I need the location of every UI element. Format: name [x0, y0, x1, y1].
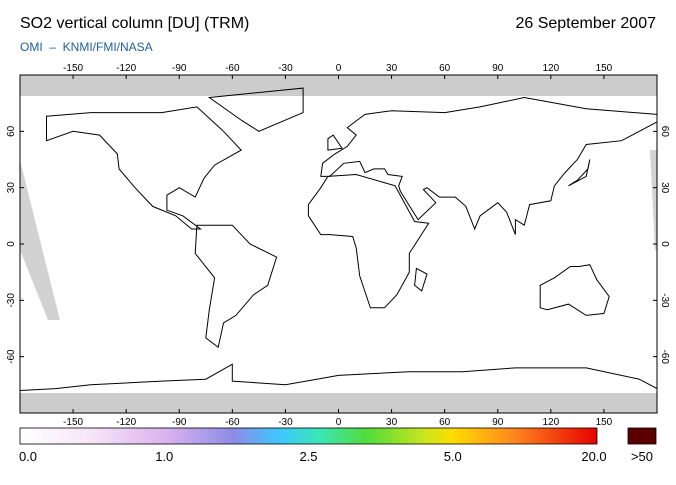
lon-tick-label-bottom: 60	[439, 417, 451, 428]
colorbar-label: 5.0	[444, 449, 462, 464]
coastline	[207, 87, 304, 132]
lon-tick-label-bottom: 30	[386, 417, 398, 428]
lat-tick-label-left: 30	[6, 182, 17, 194]
lon-tick-label-top: -120	[116, 63, 136, 74]
lon-tick-label-bottom: -90	[172, 417, 187, 428]
lon-tick-label-bottom: 120	[542, 417, 559, 428]
coastline	[539, 264, 610, 316]
data-gap	[650, 150, 657, 250]
lat-tick-label-right: 0	[659, 241, 670, 247]
coastline	[194, 224, 278, 349]
lat-tick-label-left: -30	[6, 293, 17, 308]
lon-tick-label-top: -60	[225, 63, 240, 74]
lon-tick-label-bottom: 90	[492, 417, 504, 428]
coastline	[327, 134, 343, 151]
coastline	[568, 159, 591, 187]
lat-tick-label-right: -30	[659, 293, 670, 308]
lon-tick-label-bottom: -120	[116, 417, 136, 428]
lon-tick-label-bottom: -30	[278, 417, 293, 428]
coastline	[307, 173, 430, 309]
lat-tick-label-left: 60	[6, 125, 17, 137]
polar-night-north	[20, 75, 657, 96]
lat-tick-label-left: 0	[6, 241, 17, 247]
lat-tick-label-right: 60	[659, 126, 670, 138]
lon-tick-label-top: 60	[439, 63, 451, 74]
coastline	[320, 96, 657, 235]
colorbar-label: 1.0	[155, 449, 173, 464]
lon-tick-label-top: 90	[492, 63, 504, 74]
lat-tick-label-right: 30	[659, 182, 670, 194]
coastline	[46, 106, 243, 230]
lon-tick-label-top: -90	[172, 63, 187, 74]
colorbar-label: 2.5	[299, 449, 317, 464]
colorbar-label: 0.0	[19, 449, 37, 464]
lon-tick-label-top: -150	[63, 63, 83, 74]
lon-tick-label-bottom: 150	[596, 417, 613, 428]
lon-tick-label-bottom: -60	[225, 417, 240, 428]
colorbar	[19, 427, 598, 445]
data-gap	[20, 160, 60, 320]
coastline	[414, 267, 428, 292]
lon-tick-label-bottom: 0	[336, 417, 342, 428]
lon-tick-label-top: 120	[542, 63, 559, 74]
map	[20, 75, 657, 413]
lon-tick-label-bottom: -150	[63, 417, 83, 428]
lon-tick-label-top: -30	[278, 63, 293, 74]
date: 26 September 2007	[515, 15, 656, 32]
source: OMI – KNMI/FMI/NASA	[20, 40, 153, 54]
lon-tick-label-top: 30	[386, 63, 398, 74]
map-background	[20, 75, 657, 413]
lat-tick-label-right: -60	[659, 349, 670, 364]
coastline	[20, 363, 657, 413]
title: SO2 vertical column [DU] (TRM)	[20, 15, 249, 32]
lon-tick-label-top: 0	[336, 63, 342, 74]
colorbar-label: 20.0	[581, 449, 606, 464]
lon-tick-label-top: 150	[596, 63, 613, 74]
colorbar-overflow-label: >50	[631, 449, 653, 464]
lat-tick-label-left: -60	[6, 349, 17, 364]
colorbar-overflow	[627, 427, 657, 445]
polar-night-south	[20, 393, 657, 413]
